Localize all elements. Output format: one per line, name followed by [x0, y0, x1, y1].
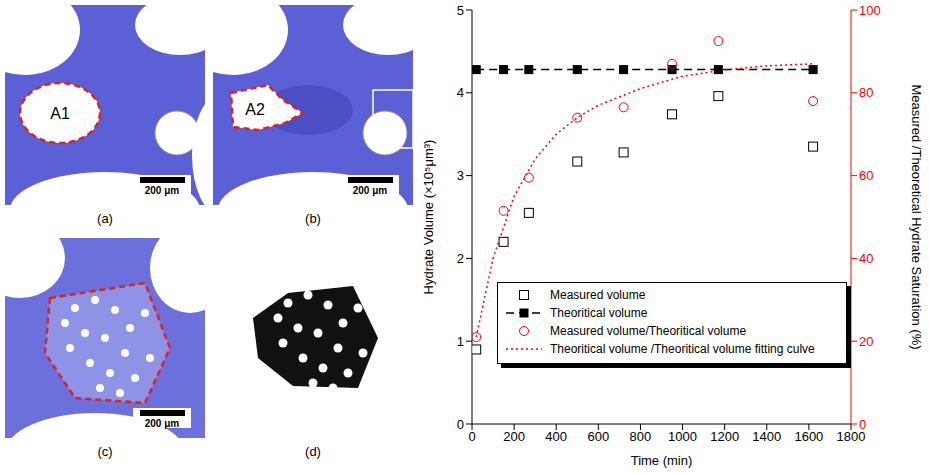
svg-text:1000: 1000 [668, 429, 697, 444]
html-text:Measured volume/Theoritical vo: Measured volume/Theoritical volume [550, 324, 747, 338]
svg-text:A1: A1 [50, 105, 70, 122]
svg-text:Time (min): Time (min) [631, 453, 693, 468]
svg-text:5: 5 [457, 3, 464, 18]
svg-text:0: 0 [468, 429, 475, 444]
svg-text:400: 400 [545, 429, 567, 444]
svg-text:A2: A2 [245, 101, 265, 118]
html-text:Measured volume: Measured volume [550, 288, 646, 302]
svg-text:3: 3 [457, 168, 464, 183]
svg-text:800: 800 [630, 429, 652, 444]
svg-text:20: 20 [859, 334, 873, 349]
html-text:(a): (a) [97, 211, 113, 226]
html-text:Theoritical volume: Theoritical volume [550, 306, 648, 320]
svg-text:40: 40 [859, 251, 873, 266]
svg-text:200: 200 [503, 429, 525, 444]
html-text:(c): (c) [97, 444, 113, 459]
svg-text:1: 1 [457, 334, 464, 349]
svg-text:100: 100 [859, 3, 881, 18]
svg-text:0: 0 [859, 417, 866, 432]
svg-text:60: 60 [859, 168, 873, 183]
svg-text:4: 4 [457, 85, 464, 100]
svg-text:80: 80 [859, 85, 873, 100]
svg-text:1800: 1800 [836, 429, 866, 445]
svg-text:Hydrate Volume (×10⁵μm³): Hydrate Volume (×10⁵μm³) [421, 140, 436, 295]
html-text:(b): (b) [305, 211, 321, 226]
svg-text:200 μm: 200 μm [145, 185, 180, 196]
html-text:Theoritical volume /Theoritica: Theoritical volume /Theoritical volume f… [550, 342, 815, 356]
svg-text:2: 2 [457, 251, 464, 266]
svg-text:600: 600 [587, 429, 609, 444]
svg-text:Measured /Theoretical Hydrate: Measured /Theoretical Hydrate Saturation… [909, 84, 924, 349]
svg-text:200 μm: 200 μm [145, 418, 180, 429]
svg-text:200 μm: 200 μm [353, 185, 388, 196]
svg-text:1600: 1600 [794, 429, 823, 444]
svg-text:1200: 1200 [710, 429, 739, 444]
svg-text:0: 0 [457, 417, 464, 432]
svg-text:1400: 1400 [752, 429, 781, 444]
html-text:(d): (d) [305, 444, 321, 459]
